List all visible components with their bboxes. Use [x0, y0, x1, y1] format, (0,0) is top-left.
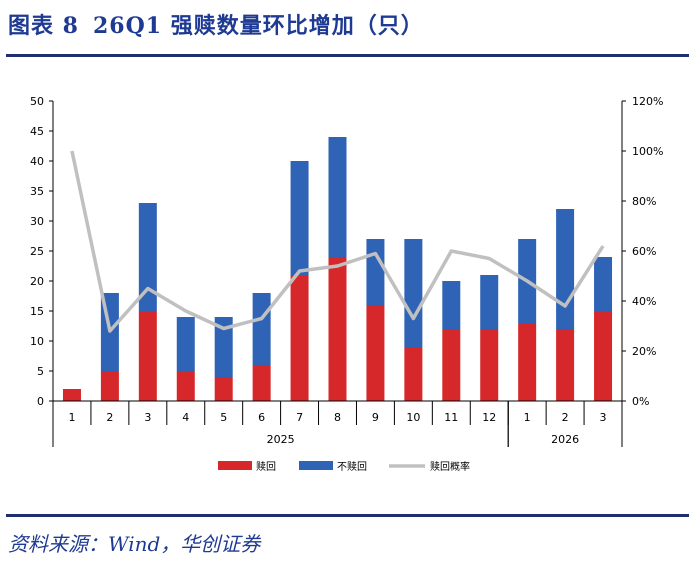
bar-not-redeem	[442, 281, 461, 329]
left-tick-label: 40	[30, 155, 44, 168]
bar-not-redeem	[290, 161, 309, 275]
bar-redeem	[214, 377, 233, 401]
x-tick-label: 10	[406, 411, 420, 424]
left-tick-label: 30	[30, 215, 44, 228]
figure-title: 图表 8 26Q1 强赎数量环比增加（只）	[8, 8, 438, 40]
bar-redeem	[518, 323, 537, 401]
x-tick-label: 11	[444, 411, 458, 424]
left-tick-label: 35	[30, 185, 44, 198]
bar-redeem	[328, 257, 347, 401]
source-note: 资料来源：Wind，华创证券	[8, 532, 261, 556]
right-tick-label: 20%	[632, 345, 656, 358]
bar-redeem	[594, 311, 613, 401]
left-tick-label: 10	[30, 335, 44, 348]
title-divider	[6, 54, 689, 57]
bar-redeem	[366, 305, 385, 401]
figure-title-text: 26Q1 强赎数量环比增加（只）	[92, 13, 424, 39]
right-tick-label: 60%	[632, 245, 656, 258]
x-tick-label: 7	[296, 411, 303, 424]
bar-redeem	[100, 371, 119, 401]
bar-redeem	[252, 365, 271, 401]
x-tick-label: 2	[562, 411, 569, 424]
right-tick-label: 0%	[632, 395, 649, 408]
x-tick-label: 9	[372, 411, 379, 424]
x-tick-label: 3	[600, 411, 607, 424]
right-tick-label: 100%	[632, 145, 663, 158]
bar-redeem	[442, 329, 461, 401]
bar-redeem	[404, 347, 423, 401]
left-tick-label: 0	[37, 395, 44, 408]
bar-not-redeem	[328, 137, 347, 257]
bar-redeem	[290, 275, 309, 401]
line-redeem-probability	[70, 150, 605, 333]
left-tick-label: 15	[30, 305, 44, 318]
bar-not-redeem	[480, 275, 499, 329]
bar-not-redeem	[556, 209, 575, 329]
right-tick-label: 80%	[632, 195, 656, 208]
source-divider	[6, 514, 689, 517]
figure-label: 图表 8	[8, 13, 79, 39]
bar-redeem	[138, 311, 157, 401]
bar-not-redeem	[366, 239, 385, 305]
bar-not-redeem	[594, 257, 613, 311]
chart: 051015202530354045500%20%40%60%80%100%12…	[30, 95, 663, 473]
x-tick-label: 8	[334, 411, 341, 424]
right-tick-label: 120%	[632, 95, 663, 108]
bar-not-redeem	[138, 203, 157, 311]
year-label: 2026	[551, 433, 579, 446]
bar-redeem	[176, 371, 195, 401]
x-tick-label: 2	[106, 411, 113, 424]
bar-not-redeem	[404, 239, 423, 347]
left-tick-label: 50	[30, 95, 44, 108]
right-tick-label: 40%	[632, 295, 656, 308]
bar-redeem	[480, 329, 499, 401]
legend-label: 赎回	[256, 460, 276, 473]
bar-redeem	[62, 389, 81, 401]
chart-area: 0 5 10 15 20 25 30 35 40 45 50 0% 20% 40% 60% 80% 100% 12…	[0, 60, 695, 510]
x-tick-label: 1	[68, 411, 75, 424]
x-tick-label: 5	[220, 411, 227, 424]
bar-not-redeem	[252, 293, 271, 365]
x-tick-label: 12	[482, 411, 496, 424]
x-tick-label: 4	[182, 411, 189, 424]
bar-not-redeem	[176, 317, 195, 371]
left-tick-label: 45	[30, 125, 44, 138]
left-tick-label: 25	[30, 245, 44, 258]
left-tick-label: 20	[30, 275, 44, 288]
bar-not-redeem	[214, 317, 233, 377]
left-tick-label: 5	[37, 365, 44, 378]
x-tick-label: 6	[258, 411, 265, 424]
legend-label: 赎回概率	[430, 460, 470, 473]
bar-redeem	[556, 329, 575, 401]
legend-label: 不赎回	[337, 460, 367, 473]
legend-swatch	[299, 461, 333, 470]
x-tick-label: 3	[144, 411, 151, 424]
year-label: 2025	[267, 433, 295, 446]
legend-swatch	[218, 461, 252, 470]
x-tick-label: 1	[524, 411, 531, 424]
